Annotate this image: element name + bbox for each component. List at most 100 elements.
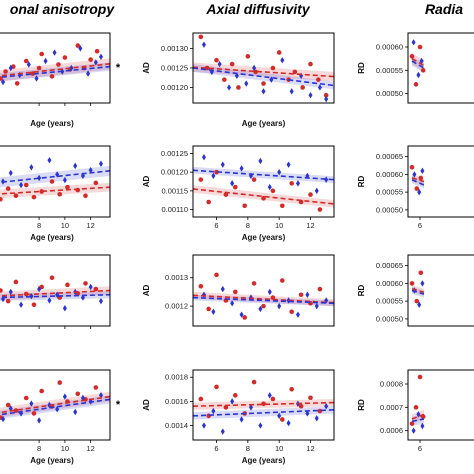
- data-point: [19, 181, 24, 189]
- y-tick-label: 0.00110: [161, 205, 188, 214]
- data-point: [37, 417, 42, 424]
- data-point: [88, 57, 93, 62]
- data-point: [73, 162, 78, 170]
- y-tick-label: 0.0006: [380, 426, 403, 435]
- data-point: [239, 165, 244, 172]
- data-point: [49, 179, 55, 184]
- data-point: [289, 88, 294, 95]
- data-point: [280, 203, 285, 209]
- data-point: [308, 92, 313, 99]
- confidence-band: [193, 64, 334, 90]
- data-point: [251, 379, 257, 385]
- data-point: [88, 283, 93, 291]
- plot-area: [193, 272, 334, 320]
- data-point: [211, 407, 216, 415]
- y-tick-label: 0.00065: [376, 261, 403, 270]
- data-point: [295, 180, 300, 187]
- panel-rd-row2: 0.00050 0.00055 0.00060 0.00065 6 RD: [357, 145, 474, 230]
- data-point: [233, 393, 238, 398]
- data-point: [308, 395, 313, 401]
- x-axis-label: Age (years): [30, 456, 74, 465]
- data-point: [211, 308, 216, 315]
- trend-line: [411, 60, 425, 69]
- confidence-band: [193, 62, 334, 82]
- data-point: [8, 169, 13, 177]
- trend-line: [0, 63, 110, 77]
- y-axis-label: AD: [142, 62, 151, 74]
- data-point: [23, 58, 29, 64]
- data-point: [298, 403, 304, 409]
- data-point: [417, 374, 423, 380]
- data-point: [409, 165, 415, 170]
- panel-ad-row2: 0.00110 0.00115 0.00120 0.00125 6 8 10 12 Age (y…: [142, 145, 335, 242]
- data-point: [220, 428, 225, 435]
- data-point: [277, 168, 282, 176]
- data-point: [412, 171, 417, 178]
- data-point: [62, 55, 68, 60]
- data-point: [198, 34, 204, 40]
- data-point: [5, 298, 11, 304]
- data-point: [298, 292, 304, 298]
- panels-layer: Age (years) * 0.00120 0.00125 0.00130 Age (ye…: [0, 32, 474, 465]
- data-point: [222, 77, 227, 82]
- data-point: [214, 272, 219, 278]
- y-tick-label: 0.00130: [161, 44, 188, 53]
- y-tick-label: 0.00055: [376, 297, 403, 306]
- data-point: [269, 76, 274, 83]
- data-point: [31, 411, 37, 416]
- data-point: [239, 311, 244, 318]
- data-point: [214, 169, 219, 175]
- y-axis-label: RD: [357, 176, 366, 188]
- data-point: [8, 64, 13, 72]
- data-point: [211, 172, 216, 180]
- data-point: [242, 203, 247, 209]
- plot-area: [193, 379, 334, 435]
- data-point: [98, 392, 103, 399]
- data-point: [229, 61, 235, 67]
- data-point: [277, 302, 282, 310]
- data-point: [201, 422, 206, 429]
- data-point: [62, 393, 67, 400]
- y-tick-label: 0.00125: [161, 64, 188, 73]
- data-point: [316, 77, 321, 82]
- trend-line: [411, 413, 425, 420]
- y-axis-label: RD: [357, 62, 366, 74]
- data-point: [1, 415, 6, 423]
- data-point: [308, 192, 313, 197]
- panel-ad-row4: 0.0014 0.0016 0.0018 6 8 10 12 Age (years) AD: [142, 369, 335, 465]
- data-point: [258, 422, 263, 429]
- data-point: [317, 207, 323, 212]
- data-point: [305, 291, 310, 298]
- data-point: [418, 175, 424, 181]
- panel-fa-row3: [0, 254, 111, 329]
- x-tick-label: 12: [306, 221, 314, 230]
- data-point: [251, 281, 257, 286]
- data-point: [14, 81, 20, 86]
- data-point: [267, 183, 272, 191]
- plot-area: [409, 39, 426, 87]
- trend-line: [0, 398, 110, 416]
- data-point: [323, 92, 329, 98]
- significance-marker: *: [116, 62, 121, 74]
- trend-line: [411, 289, 425, 295]
- data-point: [0, 288, 3, 293]
- y-tick-label: 0.00050: [376, 205, 403, 214]
- x-tick-label: 10: [61, 444, 69, 453]
- data-point: [39, 189, 44, 194]
- data-point: [78, 45, 83, 52]
- data-point: [286, 161, 291, 168]
- confidence-band: [193, 166, 334, 183]
- data-point: [23, 395, 29, 401]
- data-point: [411, 39, 416, 46]
- data-point: [419, 57, 424, 65]
- y-tick-label: 0.00055: [376, 188, 403, 197]
- data-point: [0, 196, 3, 202]
- data-point: [277, 412, 282, 420]
- data-point: [248, 404, 253, 411]
- y-tick-label: 0.0018: [165, 373, 188, 382]
- data-point: [62, 176, 67, 184]
- data-point: [94, 48, 100, 54]
- x-tick-label: 6: [214, 444, 218, 453]
- plot-area: [0, 157, 110, 202]
- plot-area: [193, 154, 334, 212]
